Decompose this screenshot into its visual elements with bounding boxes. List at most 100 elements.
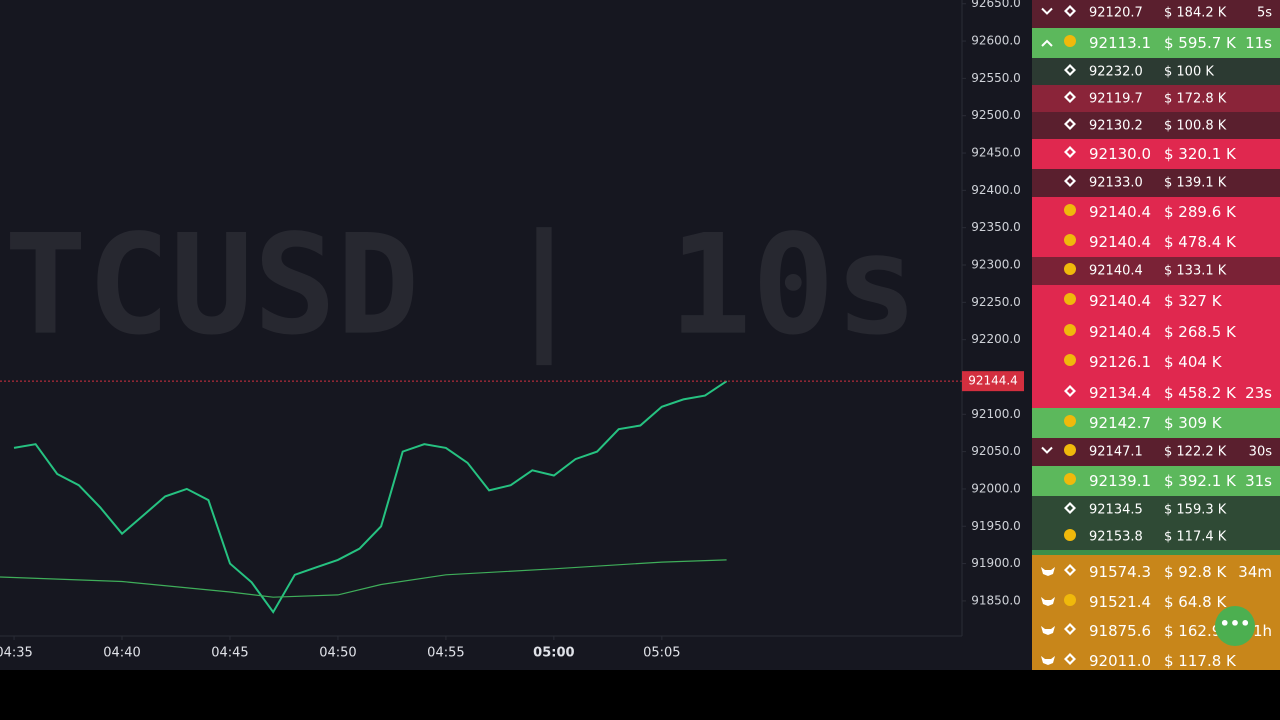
chevron [1040,445,1054,460]
trade-amount: $ 327 K [1164,291,1222,310]
y-tick-label: 91900.0 [971,556,1021,570]
liquidation-icon [1040,593,1056,611]
trade-amount: $ 64.8 K [1164,592,1227,611]
last-price-box [962,371,1024,392]
exchange-icon [1063,414,1077,432]
trade-row: 92153.8 $ 117.4 K [1032,523,1280,555]
exchange-icon [1063,353,1077,371]
y-tick-label: 92450.0 [971,146,1021,160]
x-tick-label: 05:05 [643,646,680,661]
trade-row: 92140.4 $ 268.5 K [1032,316,1280,347]
exchange-icon [1063,4,1077,22]
exchange-icon [1063,203,1077,221]
trade-age: 31s [1245,472,1272,490]
trade-amount: $ 458.2 K [1164,383,1236,402]
y-tick-label: 92100.0 [971,407,1021,421]
exchange-icon [1063,174,1077,192]
trade-row: 92140.4 $ 133.1 K [1032,257,1280,285]
trade-price: 92011.0 [1089,652,1152,670]
trade-price: 92134.4 [1089,383,1152,402]
trade-price: 92232.0 [1089,64,1143,79]
trade-amount: $ 100 K [1164,64,1214,79]
exchange-icon [1063,443,1077,461]
trade-price: 92153.8 [1089,529,1143,544]
trade-price: 91574.3 [1089,562,1152,581]
exchange-icon [1063,528,1077,546]
y-tick-label: 92250.0 [971,295,1021,309]
watermark: TCUSD | 10s [4,205,918,366]
trade-amount: $ 172.8 K [1164,91,1227,106]
trade-amount: $ 478.4 K [1164,233,1236,251]
trade-row: 92134.4 $ 458.2 K 23s [1032,377,1280,408]
trade-amount: $ 92.8 K [1164,562,1227,581]
trade-amount: $ 404 K [1164,353,1222,371]
trade-amount: $ 320.1 K [1164,145,1236,163]
y-tick-label: 92200.0 [971,332,1021,346]
trade-price: 92140.4 [1089,263,1143,279]
trade-price: 92126.1 [1089,353,1152,371]
trade-age: 23s [1245,383,1272,402]
trade-price: 92130.0 [1089,145,1152,163]
trade-age: 1h [1252,621,1272,640]
trade-price: 92147.1 [1089,444,1143,460]
trade-row: 92133.0 $ 139.1 K [1032,169,1280,197]
trade-price: 92139.1 [1089,472,1152,490]
trade-amount: $ 133.1 K [1164,263,1227,279]
chart: TCUSD | 10s 91850.0 91900.0 91950.0 92000.0… [0,0,1024,661]
trade-amount: $ 100.8 K [1164,118,1227,133]
x-tick-label: 04:40 [103,646,140,661]
trade-age: 5s [1256,5,1272,21]
trade-row: 92232.0 $ 100 K [1032,58,1280,85]
trade-price: 91521.4 [1089,592,1152,611]
trade-list: 92120.7 $ 184.2 K 5s 92113.1 $ 595.7 K 11s 922… [1032,0,1280,670]
trade-row: 92140.4 $ 478.4 K [1032,227,1280,257]
menu-button[interactable]: ••• [1215,606,1255,646]
trade-price: 92133.0 [1089,175,1143,191]
exchange-icon [1063,563,1077,581]
x-tick-label: 05:00 [533,646,574,661]
exchange-icon [1063,90,1077,108]
chevron [1040,34,1054,52]
trade-row: 92140.4 $ 327 K [1032,285,1280,316]
y-tick-label: 92000.0 [971,481,1021,495]
trade-row: 92113.1 $ 595.7 K 11s [1032,28,1280,58]
trade-price: 92130.2 [1089,118,1143,133]
y-tick-label: 92550.0 [971,71,1021,85]
y-tick-label: 91950.0 [971,519,1021,533]
trade-price: 92140.4 [1089,291,1152,310]
trade-amount: $ 139.1 K [1164,175,1227,191]
trade-price: 92120.7 [1089,5,1143,21]
exchange-icon [1063,145,1077,163]
y-tick-label: 92500.0 [971,108,1021,122]
trade-row: 92120.7 $ 184.2 K 5s [1032,0,1280,28]
exchange-icon [1063,323,1077,341]
plot-area [0,0,962,636]
trade-row: 92130.2 $ 100.8 K [1032,112,1280,139]
y-tick-label: 92050.0 [971,444,1021,458]
trade-age: 11s [1245,34,1272,52]
exchange-icon [1063,501,1077,519]
trade-amount: $ 117.8 K [1164,652,1236,670]
trade-price: 91875.6 [1089,621,1152,640]
exchange-icon [1063,622,1077,640]
trade-amount: $ 184.2 K [1164,5,1227,21]
trade-row: 92011.0 $ 117.8 K [1032,646,1280,670]
exchange-icon [1063,233,1077,251]
trade-age: 34m [1238,562,1272,581]
trade-amount: $ 117.4 K [1164,529,1227,544]
liquidation-icon [1040,563,1056,581]
exchange-icon [1063,34,1077,52]
trade-amount: $ 289.6 K [1164,203,1236,221]
x-tick-label: 04:55 [427,646,464,661]
trade-row: 91574.3 $ 92.8 K 34m [1032,555,1280,588]
y-tick-label: 92400.0 [971,183,1021,197]
trade-row: 92119.7 $ 172.8 K [1032,85,1280,112]
trade-price: 92134.5 [1089,502,1143,517]
trade-price: 92113.1 [1089,34,1152,52]
exchange-icon [1063,384,1077,402]
exchange-icon [1063,472,1077,490]
exchange-icon [1063,292,1077,310]
trade-amount: $ 392.1 K [1164,472,1236,490]
trade-row: 92130.0 $ 320.1 K [1032,139,1280,169]
trade-amount: $ 122.2 K [1164,444,1227,460]
